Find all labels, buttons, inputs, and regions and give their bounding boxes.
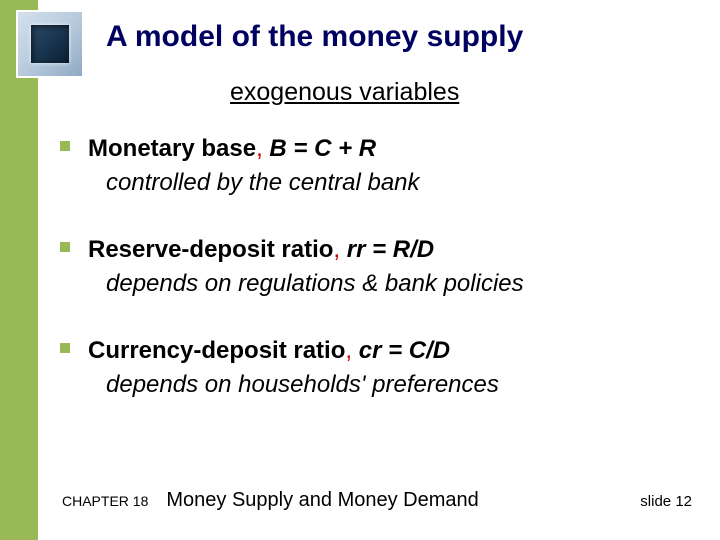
slide-title: A model of the money supply <box>106 20 523 54</box>
corner-inner-square <box>31 25 69 63</box>
slide-subtitle: exogenous variables <box>230 78 459 107</box>
bullet-list: Monetary base, B = C + R controlled by t… <box>60 132 680 436</box>
comma: , <box>345 337 352 364</box>
bullet-desc: controlled by the central bank <box>88 166 680 200</box>
bullet-item: Currency-deposit ratio, cr = C/D depends… <box>60 334 680 401</box>
bullet-line-1: Currency-deposit ratio, cr = C/D <box>88 334 680 368</box>
formula: B = C + R <box>269 135 376 162</box>
formula: cr = C/D <box>359 337 450 364</box>
formula: rr = R/D <box>347 236 434 263</box>
bullet-desc: depends on households' preferences <box>88 368 680 402</box>
square-bullet-icon <box>60 242 70 252</box>
bullet-item: Reserve-deposit ratio, rr = R/D depends … <box>60 233 680 300</box>
term: Currency-deposit ratio <box>88 337 345 364</box>
bullet-desc: depends on regulations & bank policies <box>88 267 680 301</box>
square-bullet-icon <box>60 141 70 151</box>
corner-decorative-icon <box>16 10 84 78</box>
term: Reserve-deposit ratio <box>88 236 333 263</box>
chapter-label: CHAPTER 18 <box>62 493 148 509</box>
footer: CHAPTER 18 Money Supply and Money Demand <box>62 489 479 512</box>
comma: , <box>333 236 340 263</box>
chapter-title: Money Supply and Money Demand <box>166 489 478 512</box>
slide-number: slide 12 <box>640 493 692 510</box>
bullet-line-1: Monetary base, B = C + R <box>88 132 680 166</box>
square-bullet-icon <box>60 343 70 353</box>
comma: , <box>256 135 263 162</box>
bullet-item: Monetary base, B = C + R controlled by t… <box>60 132 680 199</box>
term: Monetary base <box>88 135 256 162</box>
bullet-line-1: Reserve-deposit ratio, rr = R/D <box>88 233 680 267</box>
sidebar-accent <box>0 0 38 540</box>
